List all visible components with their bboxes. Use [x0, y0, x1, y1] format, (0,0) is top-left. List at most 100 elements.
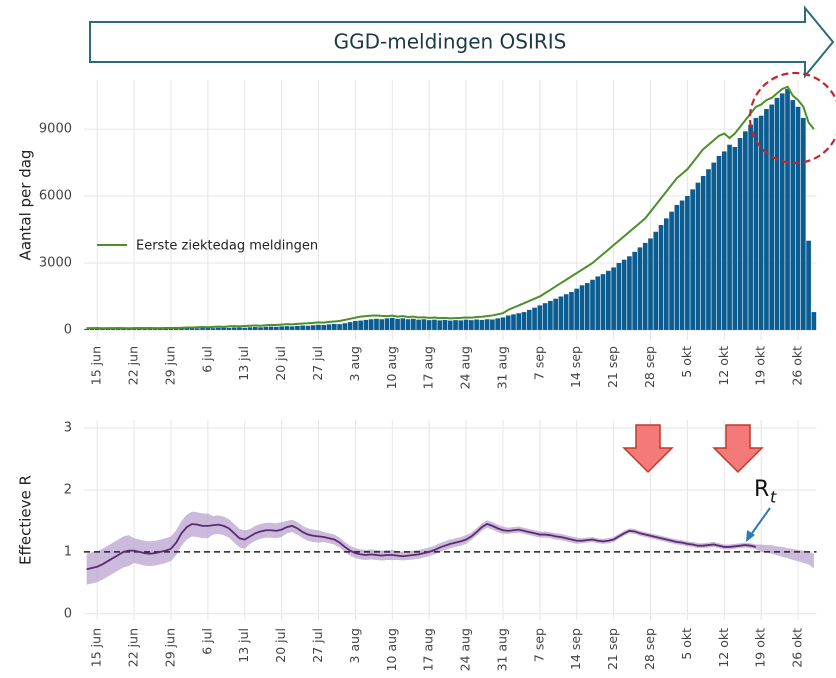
arrow-shape	[89, 5, 835, 79]
bar	[511, 314, 516, 330]
bar	[216, 327, 221, 330]
highlight-circle	[748, 71, 836, 165]
bar	[379, 319, 385, 330]
y-tick-label: 2	[64, 482, 72, 497]
bar	[790, 100, 796, 330]
bar	[395, 318, 400, 330]
bar	[679, 200, 685, 330]
rt-annotation: R t	[746, 477, 777, 542]
bar	[210, 328, 216, 330]
x-tick-label: 13 jul	[236, 628, 251, 663]
bar	[584, 283, 590, 330]
bar	[811, 312, 817, 330]
bar	[616, 263, 622, 330]
bar	[637, 247, 643, 330]
bar	[353, 321, 358, 330]
bar	[495, 318, 501, 330]
bar	[627, 256, 632, 330]
x-tick-label: 22 jun	[126, 628, 141, 667]
legend-label: Eerste ziektedag meldingen	[136, 239, 318, 254]
y-tick-label: 9000	[39, 122, 72, 137]
bar	[347, 322, 353, 330]
x-tick-label: 6 jul	[199, 346, 214, 373]
bar	[179, 328, 184, 330]
x-tick-label: 24 aug	[458, 628, 473, 671]
bar	[337, 324, 342, 330]
bar	[421, 319, 427, 330]
bar	[548, 300, 553, 330]
bar	[642, 242, 648, 330]
bar	[484, 319, 490, 330]
header-title: GGD-meldingen OSIRIS	[334, 30, 567, 54]
bar	[653, 231, 659, 330]
x-tick-label: 22 jun	[126, 346, 141, 385]
annotation-subscript: t	[770, 488, 777, 507]
bar	[342, 323, 348, 330]
bar	[774, 97, 780, 330]
x-tick-label: 29 jun	[162, 346, 177, 385]
annotation-arrow	[749, 507, 771, 537]
bar	[447, 320, 453, 330]
bar	[400, 318, 406, 330]
y-tick-label: 3000	[39, 256, 72, 271]
header-arrow: GGD-meldingen OSIRIS	[89, 5, 835, 79]
bar	[795, 106, 801, 330]
bar	[806, 240, 811, 330]
bar	[142, 328, 147, 330]
x-tick-label: 7 sep	[531, 346, 546, 380]
annotation-arrowhead	[746, 530, 755, 542]
bar	[263, 326, 269, 330]
bar	[89, 328, 95, 330]
x-tick-label: 17 aug	[421, 346, 436, 389]
bar	[258, 327, 263, 330]
bar	[189, 328, 195, 330]
x-tick-label: 24 aug	[458, 346, 473, 389]
bar	[426, 320, 432, 330]
bar	[205, 327, 211, 330]
bar	[685, 196, 690, 330]
bar	[226, 327, 232, 330]
bar	[748, 124, 753, 330]
bar	[284, 326, 290, 330]
bar	[611, 267, 616, 330]
bar	[231, 327, 237, 330]
bar	[416, 319, 421, 330]
x-tick-label: 20 jul	[273, 628, 288, 663]
bar	[237, 327, 242, 330]
x-tick-label: 13 jul	[236, 346, 251, 381]
bar	[321, 325, 327, 330]
x-tick-label: 14 sep	[568, 346, 583, 388]
bar	[136, 328, 142, 330]
bar	[389, 317, 395, 330]
x-tick-label: 14 sep	[568, 628, 583, 670]
line	[86, 85, 815, 330]
x-tick-label: 28 sep	[642, 628, 657, 670]
bar	[200, 328, 205, 330]
bar	[163, 328, 169, 330]
bar	[727, 144, 732, 330]
bar	[184, 328, 190, 330]
bar	[84, 328, 89, 330]
bar	[669, 211, 674, 330]
bar	[121, 328, 126, 330]
bar	[574, 288, 580, 330]
bar	[374, 318, 379, 330]
bar	[621, 259, 627, 330]
bar	[274, 326, 279, 330]
plots: 0 3000 6000 9000 15 jun 22 jun 29 jun 6 jul 13 j…	[39, 80, 817, 671]
bar	[516, 313, 522, 330]
x-tick-label: 3 aug	[347, 628, 362, 663]
x-tick-label: 5 okt	[679, 628, 694, 660]
bar	[316, 324, 321, 330]
confidence-band	[86, 511, 814, 585]
y-tick-label: 0	[64, 322, 72, 337]
bar	[94, 328, 100, 330]
bar	[606, 270, 611, 330]
bar	[268, 326, 274, 330]
bar	[500, 317, 506, 330]
red-arrow	[712, 424, 764, 474]
y-tick-label: 6000	[39, 189, 72, 204]
bar	[695, 182, 701, 330]
annotation-text: R	[754, 477, 769, 502]
